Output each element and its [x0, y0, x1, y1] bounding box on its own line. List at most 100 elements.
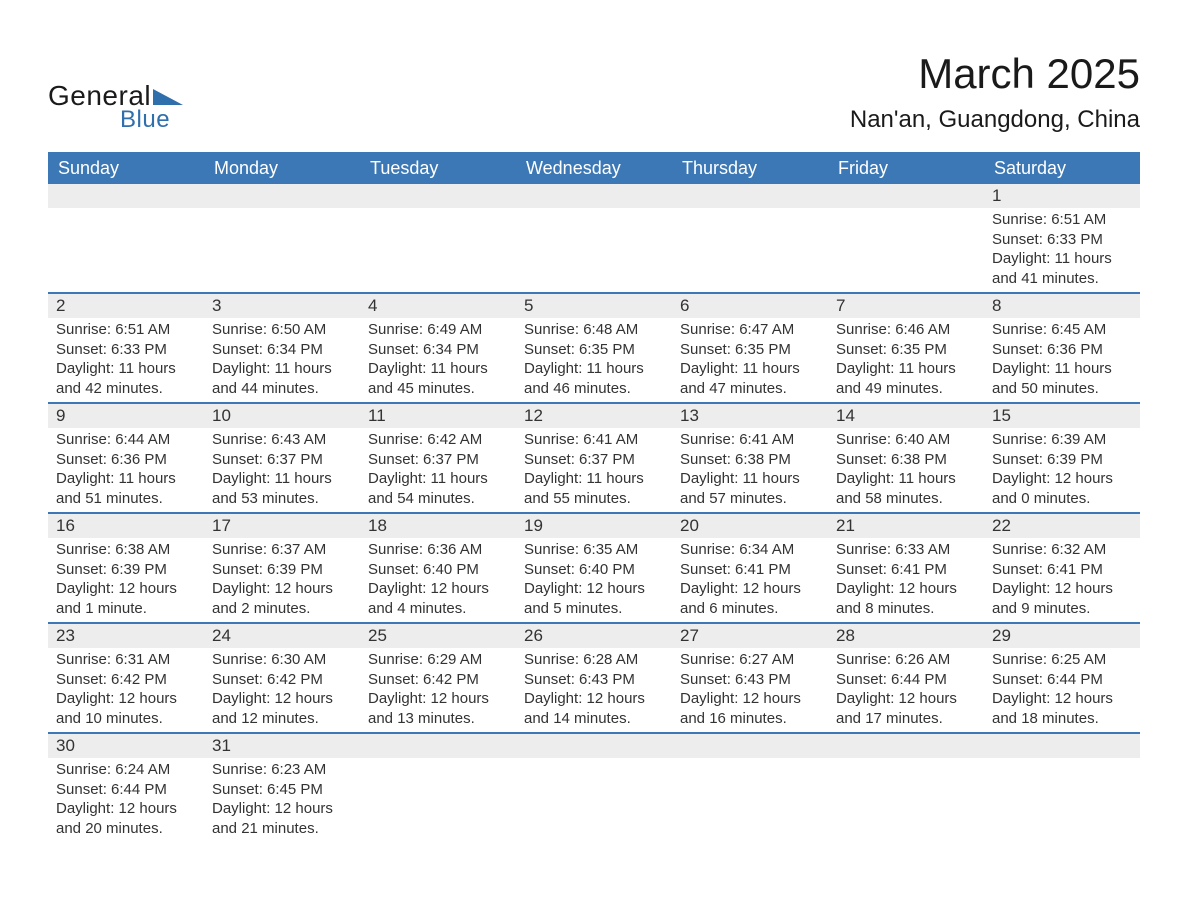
calendar-day-cell: 4Sunrise: 6:49 AMSunset: 6:34 PMDaylight…	[360, 293, 516, 403]
sunrise-text: Sunrise: 6:38 AM	[56, 540, 196, 560]
calendar-day-cell	[204, 184, 360, 293]
sunrise-text: Sunrise: 6:45 AM	[992, 320, 1132, 340]
daylight-text-2: and 18 minutes.	[992, 709, 1132, 729]
sunset-text: Sunset: 6:43 PM	[524, 670, 664, 690]
day-number: 30	[48, 734, 204, 758]
sunset-text: Sunset: 6:42 PM	[212, 670, 352, 690]
daylight-text-2: and 20 minutes.	[56, 819, 196, 839]
daylight-text-2: and 2 minutes.	[212, 599, 352, 619]
day-body: Sunrise: 6:49 AMSunset: 6:34 PMDaylight:…	[360, 318, 516, 402]
day-body: Sunrise: 6:46 AMSunset: 6:35 PMDaylight:…	[828, 318, 984, 402]
day-number: 22	[984, 514, 1140, 538]
daylight-text-1: Daylight: 12 hours	[524, 689, 664, 709]
calendar-day-cell: 26Sunrise: 6:28 AMSunset: 6:43 PMDayligh…	[516, 623, 672, 733]
calendar-day-cell: 5Sunrise: 6:48 AMSunset: 6:35 PMDaylight…	[516, 293, 672, 403]
calendar-day-cell: 12Sunrise: 6:41 AMSunset: 6:37 PMDayligh…	[516, 403, 672, 513]
day-number	[516, 734, 672, 758]
sunrise-text: Sunrise: 6:31 AM	[56, 650, 196, 670]
calendar-table: Sunday Monday Tuesday Wednesday Thursday…	[48, 152, 1140, 842]
logo-text-blue: Blue	[120, 106, 170, 134]
daylight-text-2: and 46 minutes.	[524, 379, 664, 399]
daylight-text-2: and 57 minutes.	[680, 489, 820, 509]
daylight-text-1: Daylight: 12 hours	[680, 579, 820, 599]
day-body: Sunrise: 6:44 AMSunset: 6:36 PMDaylight:…	[48, 428, 204, 512]
calendar-week-row: 23Sunrise: 6:31 AMSunset: 6:42 PMDayligh…	[48, 623, 1140, 733]
calendar-week-row: 16Sunrise: 6:38 AMSunset: 6:39 PMDayligh…	[48, 513, 1140, 623]
day-body: Sunrise: 6:43 AMSunset: 6:37 PMDaylight:…	[204, 428, 360, 512]
sunrise-text: Sunrise: 6:51 AM	[992, 210, 1132, 230]
calendar-week-row: 1Sunrise: 6:51 AMSunset: 6:33 PMDaylight…	[48, 184, 1140, 293]
daylight-text-1: Daylight: 11 hours	[992, 359, 1132, 379]
day-number	[672, 184, 828, 208]
day-body: Sunrise: 6:37 AMSunset: 6:39 PMDaylight:…	[204, 538, 360, 622]
daylight-text-2: and 8 minutes.	[836, 599, 976, 619]
day-number: 19	[516, 514, 672, 538]
calendar-day-cell	[984, 733, 1140, 842]
page-header: General Blue March 2025 Nan'an, Guangdon…	[48, 50, 1140, 134]
day-number	[516, 184, 672, 208]
sunrise-text: Sunrise: 6:42 AM	[368, 430, 508, 450]
calendar-day-cell: 19Sunrise: 6:35 AMSunset: 6:40 PMDayligh…	[516, 513, 672, 623]
day-body: Sunrise: 6:23 AMSunset: 6:45 PMDaylight:…	[204, 758, 360, 842]
sunrise-text: Sunrise: 6:51 AM	[56, 320, 196, 340]
sunrise-text: Sunrise: 6:33 AM	[836, 540, 976, 560]
sunset-text: Sunset: 6:43 PM	[680, 670, 820, 690]
day-number: 13	[672, 404, 828, 428]
sunrise-text: Sunrise: 6:37 AM	[212, 540, 352, 560]
calendar-week-row: 2Sunrise: 6:51 AMSunset: 6:33 PMDaylight…	[48, 293, 1140, 403]
daylight-text-1: Daylight: 11 hours	[680, 359, 820, 379]
day-number: 18	[360, 514, 516, 538]
day-body: Sunrise: 6:31 AMSunset: 6:42 PMDaylight:…	[48, 648, 204, 732]
calendar-day-cell: 15Sunrise: 6:39 AMSunset: 6:39 PMDayligh…	[984, 403, 1140, 513]
daylight-text-2: and 16 minutes.	[680, 709, 820, 729]
day-body: Sunrise: 6:48 AMSunset: 6:35 PMDaylight:…	[516, 318, 672, 402]
daylight-text-1: Daylight: 12 hours	[368, 579, 508, 599]
day-body	[360, 758, 516, 836]
daylight-text-1: Daylight: 11 hours	[680, 469, 820, 489]
daylight-text-2: and 49 minutes.	[836, 379, 976, 399]
day-body: Sunrise: 6:34 AMSunset: 6:41 PMDaylight:…	[672, 538, 828, 622]
sunset-text: Sunset: 6:41 PM	[680, 560, 820, 580]
day-body	[48, 208, 204, 286]
day-number: 17	[204, 514, 360, 538]
sunset-text: Sunset: 6:41 PM	[992, 560, 1132, 580]
calendar-week-row: 30Sunrise: 6:24 AMSunset: 6:44 PMDayligh…	[48, 733, 1140, 842]
day-number	[360, 734, 516, 758]
daylight-text-1: Daylight: 11 hours	[212, 359, 352, 379]
weekday-header: Wednesday	[516, 152, 672, 184]
sunset-text: Sunset: 6:36 PM	[992, 340, 1132, 360]
daylight-text-1: Daylight: 12 hours	[680, 689, 820, 709]
day-body: Sunrise: 6:30 AMSunset: 6:42 PMDaylight:…	[204, 648, 360, 732]
sunset-text: Sunset: 6:38 PM	[680, 450, 820, 470]
daylight-text-2: and 13 minutes.	[368, 709, 508, 729]
daylight-text-1: Daylight: 12 hours	[56, 799, 196, 819]
daylight-text-2: and 54 minutes.	[368, 489, 508, 509]
day-body	[984, 758, 1140, 836]
daylight-text-2: and 1 minute.	[56, 599, 196, 619]
sunset-text: Sunset: 6:42 PM	[368, 670, 508, 690]
sunset-text: Sunset: 6:40 PM	[368, 560, 508, 580]
sunrise-text: Sunrise: 6:30 AM	[212, 650, 352, 670]
sunset-text: Sunset: 6:38 PM	[836, 450, 976, 470]
day-body	[204, 208, 360, 286]
day-number: 21	[828, 514, 984, 538]
calendar-day-cell: 31Sunrise: 6:23 AMSunset: 6:45 PMDayligh…	[204, 733, 360, 842]
day-number: 25	[360, 624, 516, 648]
daylight-text-2: and 50 minutes.	[992, 379, 1132, 399]
daylight-text-1: Daylight: 11 hours	[836, 469, 976, 489]
daylight-text-1: Daylight: 12 hours	[992, 689, 1132, 709]
location: Nan'an, Guangdong, China	[850, 106, 1140, 134]
day-body	[516, 758, 672, 836]
day-number: 9	[48, 404, 204, 428]
day-body	[360, 208, 516, 286]
calendar-day-cell: 2Sunrise: 6:51 AMSunset: 6:33 PMDaylight…	[48, 293, 204, 403]
calendar-day-cell: 13Sunrise: 6:41 AMSunset: 6:38 PMDayligh…	[672, 403, 828, 513]
daylight-text-2: and 0 minutes.	[992, 489, 1132, 509]
calendar-day-cell	[828, 184, 984, 293]
sunset-text: Sunset: 6:44 PM	[836, 670, 976, 690]
sunset-text: Sunset: 6:37 PM	[212, 450, 352, 470]
day-number	[828, 734, 984, 758]
calendar-day-cell: 22Sunrise: 6:32 AMSunset: 6:41 PMDayligh…	[984, 513, 1140, 623]
daylight-text-2: and 5 minutes.	[524, 599, 664, 619]
calendar-day-cell	[360, 733, 516, 842]
